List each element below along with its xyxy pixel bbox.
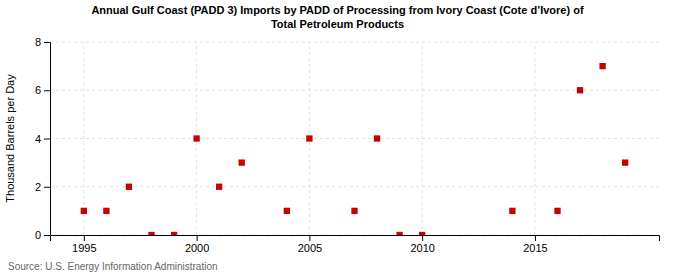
x-tick: 2015 — [523, 235, 547, 254]
x-tick-label: 2005 — [298, 242, 322, 254]
y-tick: 8 — [35, 36, 50, 48]
point — [396, 232, 402, 235]
points — [81, 63, 629, 235]
point — [103, 208, 109, 214]
x-grid-line — [534, 42, 535, 235]
y-tick-mark — [44, 139, 50, 140]
point — [148, 232, 154, 235]
point — [284, 208, 290, 214]
title: Annual Gulf Coast (PADD 3) Imports by PA… — [91, 4, 584, 30]
point — [374, 135, 380, 141]
grid — [50, 42, 659, 235]
y-tick: 2 — [35, 181, 50, 193]
point — [193, 135, 199, 141]
x-grid-line — [422, 42, 423, 235]
title-line: Annual Gulf Coast (PADD 3) Imports by PA… — [91, 4, 584, 16]
y-axis: 0 2 4 6 8 — [35, 36, 51, 241]
x-tick: 2000 — [185, 235, 209, 254]
y-tick-mark — [44, 42, 50, 43]
y-tick: 0 — [35, 229, 50, 241]
x-tick: 2005 — [298, 235, 322, 254]
x-tick-mark — [197, 235, 198, 241]
point — [599, 63, 605, 69]
y-tick-label: 2 — [35, 181, 41, 193]
y-tick: 4 — [35, 133, 50, 145]
x-tick-label: 2000 — [185, 242, 209, 254]
y-tick-label: 6 — [35, 84, 41, 96]
chart: 1995 2000 2005 2010 2015 0 2 4 6 8 Thousand Barrel… — [0, 0, 675, 275]
point — [554, 208, 560, 214]
x-tick-label: 2010 — [410, 242, 434, 254]
y-grid-line — [50, 138, 659, 139]
point — [126, 184, 132, 190]
y-tick: 6 — [35, 84, 50, 96]
x-tick-mark — [535, 235, 536, 241]
x-tick-mark — [309, 235, 310, 241]
point — [81, 208, 87, 214]
x-tick-mark — [84, 235, 85, 241]
source-note: Source: U.S. Energy Information Administ… — [8, 261, 218, 272]
point — [509, 208, 515, 214]
point — [216, 184, 222, 190]
y-tick-label: 4 — [35, 133, 41, 145]
x-axis: 1995 2000 2005 2010 2015 — [51, 235, 660, 254]
y-axis-title: Thousand Barrels per Day — [4, 74, 16, 203]
y-axis-line — [44, 43, 51, 236]
point — [239, 159, 245, 165]
x-tick: 2010 — [410, 235, 434, 254]
point — [351, 208, 357, 214]
point — [419, 232, 425, 235]
point — [171, 232, 177, 235]
y-tick-mark — [44, 90, 50, 91]
y-tick-mark — [44, 187, 50, 188]
y-grid-line — [50, 90, 659, 91]
x-tick-mark — [422, 235, 423, 241]
y-tick-label: 8 — [35, 36, 41, 48]
y-tick-mark — [44, 235, 50, 236]
y-grid-line — [50, 42, 659, 43]
point — [306, 135, 312, 141]
y-tick-label: 0 — [35, 229, 41, 241]
title-line: Total Petroleum Products — [271, 18, 404, 30]
point — [622, 159, 628, 165]
x-axis-line — [51, 236, 660, 242]
x-tick: 1995 — [72, 235, 96, 254]
y-grid-line — [50, 186, 659, 187]
point — [577, 87, 583, 93]
x-tick-label: 1995 — [72, 242, 96, 254]
x-grid-line — [83, 42, 84, 235]
x-tick-label: 2015 — [523, 242, 547, 254]
